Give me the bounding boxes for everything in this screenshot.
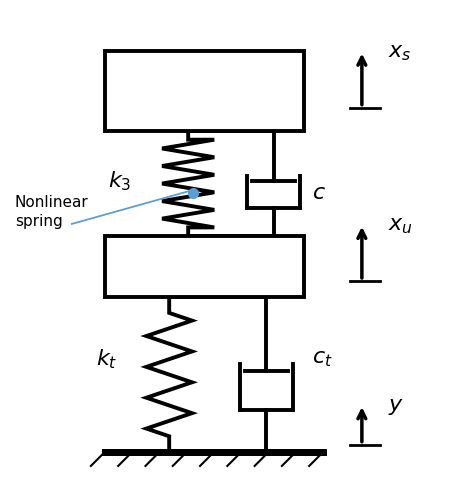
Text: $y$: $y$ (387, 396, 404, 416)
Text: $x_s$: $x_s$ (387, 43, 411, 63)
Text: $m_u$: $m_u$ (185, 252, 225, 280)
Text: $c_t$: $c_t$ (312, 349, 332, 369)
Text: $x_u$: $x_u$ (387, 216, 412, 236)
Text: $k_t$: $k_t$ (96, 348, 117, 371)
Text: Nonlinear
spring: Nonlinear spring (15, 194, 89, 230)
Text: $c$: $c$ (312, 183, 326, 203)
Text: $k_3$: $k_3$ (108, 170, 131, 193)
Bar (105, 236, 305, 298)
Text: $m_S$: $m_S$ (184, 77, 225, 105)
Bar (105, 50, 305, 132)
